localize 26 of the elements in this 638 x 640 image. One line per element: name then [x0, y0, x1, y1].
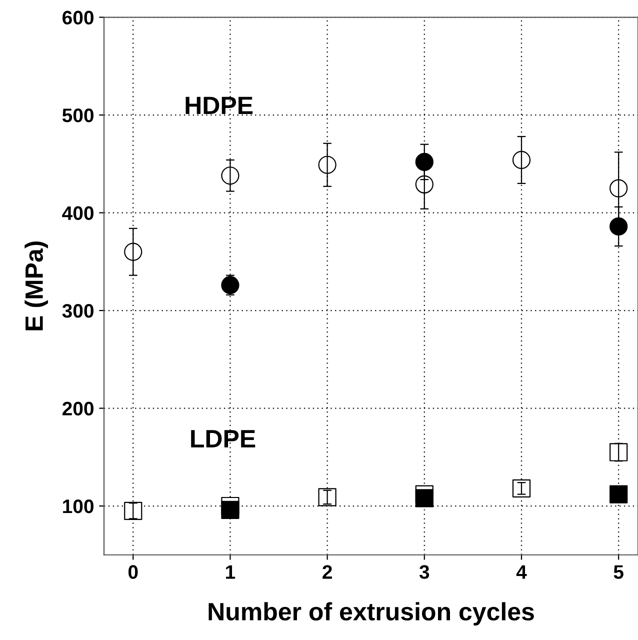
annotation: LDPE	[191, 430, 256, 448]
y-tick-label: 600	[62, 10, 94, 25]
point	[318, 488, 336, 506]
point	[318, 156, 336, 174]
point	[610, 217, 628, 236]
point	[610, 443, 628, 462]
x-tick-label: 1	[226, 565, 236, 579]
x-axis-title: Number of extrusion cycles	[208, 602, 534, 626]
y-tick-label: 400	[62, 206, 94, 220]
point	[610, 485, 628, 504]
point	[415, 489, 434, 508]
x-tick-label: 4	[516, 565, 527, 579]
y-tick-label: 100	[63, 499, 94, 514]
point	[415, 152, 434, 172]
y-axis-title: E (MPa)	[24, 241, 48, 330]
point	[221, 500, 240, 519]
y-tick-label: 200	[62, 402, 94, 416]
annotation: HDPE	[186, 96, 253, 114]
x-tick-label: 0	[128, 565, 138, 579]
point	[610, 179, 628, 198]
x-tick-label: 5	[614, 565, 624, 579]
y-tick-label: 500	[62, 108, 94, 122]
x-tick-label: 2	[322, 565, 332, 579]
x-tick-label: 3	[419, 565, 430, 579]
y-tick-label: 300	[62, 304, 94, 318]
point	[124, 242, 142, 261]
